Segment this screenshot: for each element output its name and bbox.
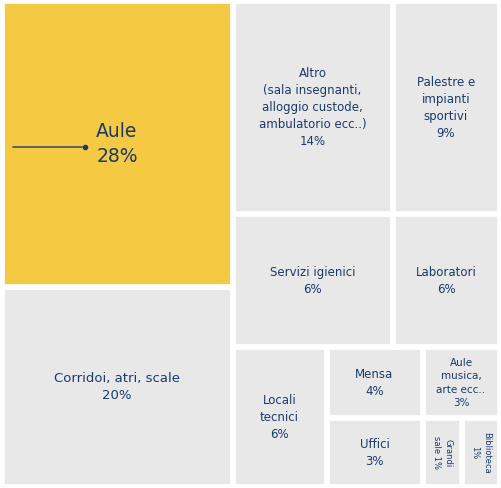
Text: Altro
(sala insegnanti,
alloggio custode,
ambulatorio ecc..)
14%: Altro (sala insegnanti, alloggio custode… [259,67,366,148]
Text: Mensa
4%: Mensa 4% [355,367,394,397]
FancyBboxPatch shape [3,288,231,485]
FancyBboxPatch shape [424,348,498,416]
FancyBboxPatch shape [234,216,391,346]
FancyBboxPatch shape [394,3,498,213]
Text: Biblioteca
1%: Biblioteca 1% [470,431,491,473]
FancyBboxPatch shape [234,348,325,485]
FancyBboxPatch shape [328,419,421,485]
Text: Aule
musica,
arte ecc..
3%: Aule musica, arte ecc.. 3% [436,358,485,407]
FancyBboxPatch shape [424,419,460,485]
Text: Grandi
sale 1%: Grandi sale 1% [431,436,452,468]
FancyBboxPatch shape [463,419,498,485]
Text: Uffici
3%: Uffici 3% [360,437,389,467]
FancyBboxPatch shape [394,216,498,346]
FancyBboxPatch shape [3,3,231,285]
Text: Locali
tecnici
6%: Locali tecnici 6% [260,393,299,440]
Text: Palestre e
impianti
sportivi
9%: Palestre e impianti sportivi 9% [417,76,475,140]
FancyBboxPatch shape [234,3,391,213]
Text: Aule
28%: Aule 28% [96,122,138,166]
Text: Servizi igienici
6%: Servizi igienici 6% [270,265,355,295]
Text: Laboratori
6%: Laboratori 6% [415,265,476,295]
Text: Corridoi, atri, scale
20%: Corridoi, atri, scale 20% [54,372,180,402]
FancyBboxPatch shape [328,348,421,416]
